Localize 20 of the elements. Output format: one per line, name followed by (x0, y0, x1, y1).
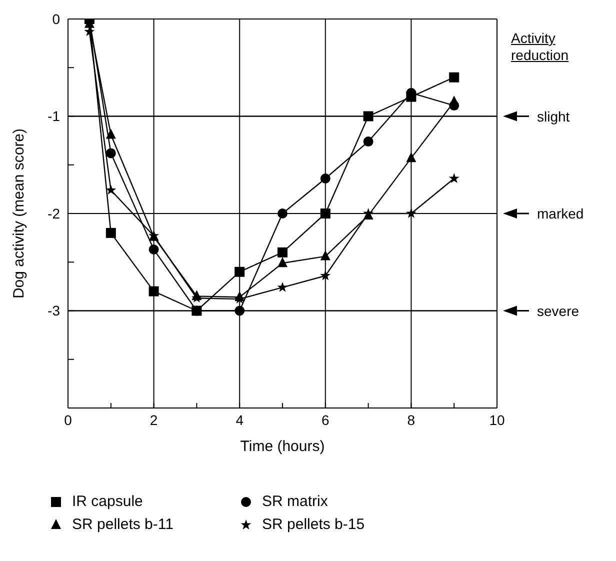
y-tick-label: -3 (48, 302, 60, 319)
legend-label: SR pellets b-11 (72, 516, 174, 533)
text: Activity reduction (511, 30, 570, 64)
x-tick-label: 0 (64, 412, 72, 428)
legend-label: SR pellets b-15 (262, 516, 365, 533)
y-tick-label: -2 (48, 205, 60, 222)
ref-line-label: slight (537, 108, 570, 124)
x-tick-label: 2 (150, 412, 158, 428)
ref-line-label: severe (537, 302, 580, 319)
x-tick-label: 4 (236, 412, 244, 428)
y-tick-label: -1 (48, 108, 60, 124)
ref-line-label: marked (537, 206, 584, 222)
legend-label: IR capsule (72, 493, 143, 510)
x-axis-title: Time (hours) (240, 438, 325, 455)
legend-label: SR matrix (262, 493, 328, 510)
x-tick-label: 6 (322, 412, 330, 428)
x-tick-label: 8 (407, 412, 416, 428)
x-tick-label: 10 (489, 412, 505, 428)
y-axis-title: Dog activity (mean score) (10, 128, 28, 299)
y-tick-label: 0 (52, 10, 60, 27)
